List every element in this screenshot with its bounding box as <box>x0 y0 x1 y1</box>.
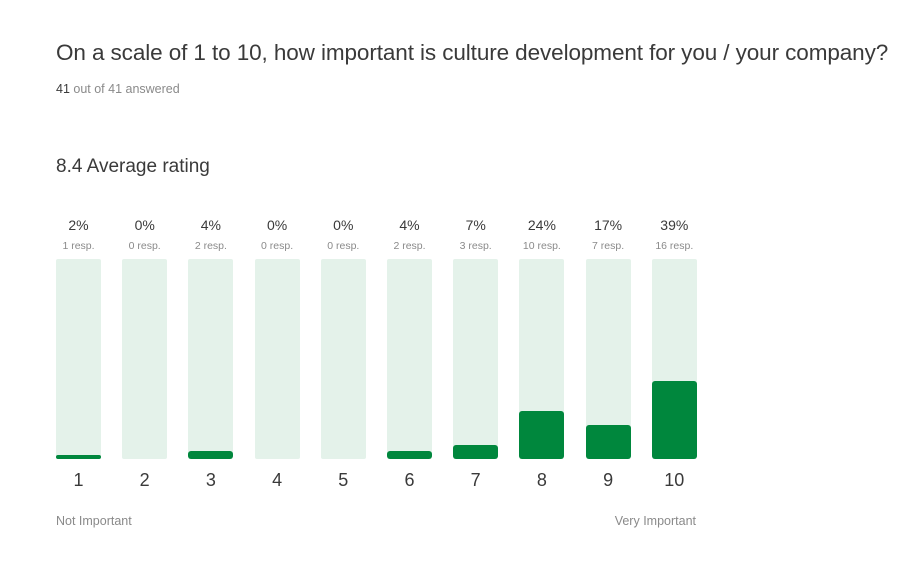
bar-fill <box>519 411 565 459</box>
percent-label: 17% <box>594 217 623 233</box>
bar-fill <box>387 451 432 459</box>
answered-number: 41 <box>56 82 70 96</box>
percent-label: 24% <box>527 217 556 233</box>
x-tick-label: 9 <box>603 470 614 490</box>
response-count-label: 0 resp. <box>128 240 161 252</box>
x-tick-label: 4 <box>272 470 283 490</box>
bar-fill <box>651 381 697 459</box>
x-tick-label: 2 <box>139 470 150 490</box>
min-scale-label: Not Important <box>56 514 132 528</box>
question-title: On a scale of 1 to 10, how important is … <box>56 40 889 65</box>
percent-label: 7% <box>465 217 486 233</box>
bar-track <box>122 259 168 459</box>
bar-track <box>387 259 432 459</box>
response-count-label: 0 resp. <box>261 240 294 252</box>
bar-fill <box>56 455 101 459</box>
response-count-label: 16 resp. <box>655 240 694 252</box>
bar-track <box>519 259 565 459</box>
response-count-label: 3 resp. <box>459 240 492 252</box>
bar-track <box>254 259 300 459</box>
x-tick-label: 5 <box>338 470 349 490</box>
response-count-label: 7 resp. <box>592 240 625 252</box>
bar-fill <box>453 445 499 459</box>
average-rating: 8.4 Average rating <box>56 156 210 177</box>
bar-track <box>188 259 234 459</box>
percent-label: 0% <box>333 217 354 233</box>
bar-track <box>453 259 499 459</box>
bar-fill <box>585 425 631 459</box>
x-tick-label: 6 <box>404 470 415 490</box>
bar-track <box>320 259 366 459</box>
x-tick-label: 3 <box>205 470 216 490</box>
response-count-label: 0 resp. <box>327 240 360 252</box>
response-count-label: 1 resp. <box>62 240 95 252</box>
bar-track <box>56 259 101 459</box>
percent-label: 4% <box>200 217 221 233</box>
response-count-label: 10 resp. <box>522 240 561 252</box>
percent-label: 0% <box>266 217 288 233</box>
x-tick-label: 10 <box>664 470 685 490</box>
response-count-label: 2 resp. <box>393 240 426 252</box>
response-count-label: 2 resp. <box>194 240 227 252</box>
percent-label: 4% <box>399 217 420 233</box>
bar-fill <box>188 451 234 459</box>
percent-label: 2% <box>68 217 89 233</box>
max-scale-label: Very Important <box>614 514 696 528</box>
x-tick-label: 1 <box>73 470 84 490</box>
percent-label: 0% <box>134 217 155 233</box>
bar-track <box>585 259 631 459</box>
bar-track <box>651 259 697 459</box>
x-tick-label: 8 <box>536 470 547 490</box>
percent-label: 39% <box>660 217 689 233</box>
answered-count: 41 out of 41 answered <box>56 82 180 96</box>
answered-text: out of 41 answered <box>69 82 180 96</box>
x-tick-label: 7 <box>470 470 481 490</box>
